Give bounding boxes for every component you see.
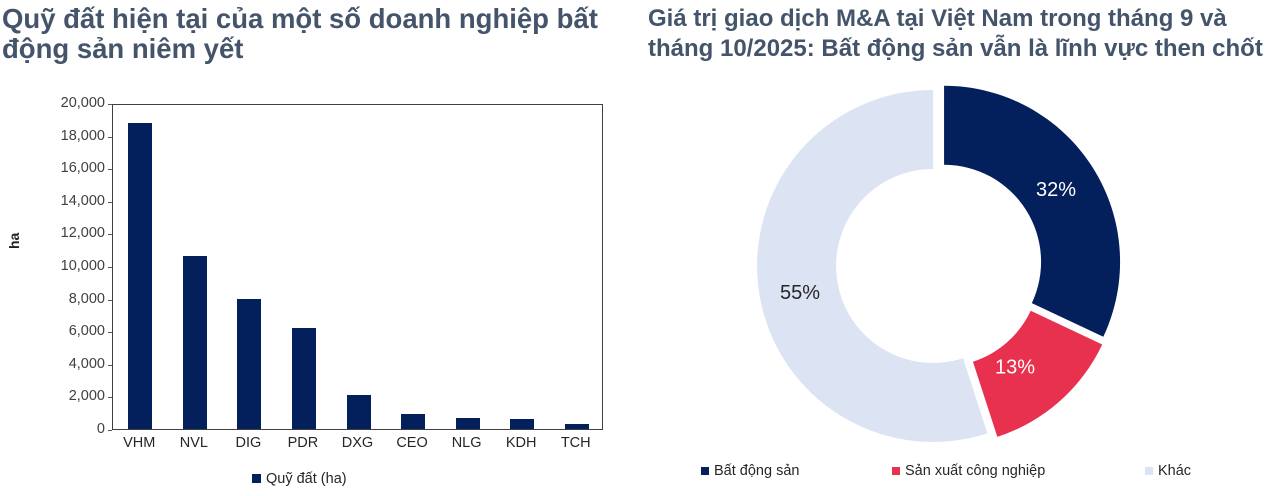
svg-text:13%: 13% xyxy=(995,357,1035,379)
svg-text:32%: 32% xyxy=(1036,179,1076,201)
svg-text:55%: 55% xyxy=(780,282,820,304)
